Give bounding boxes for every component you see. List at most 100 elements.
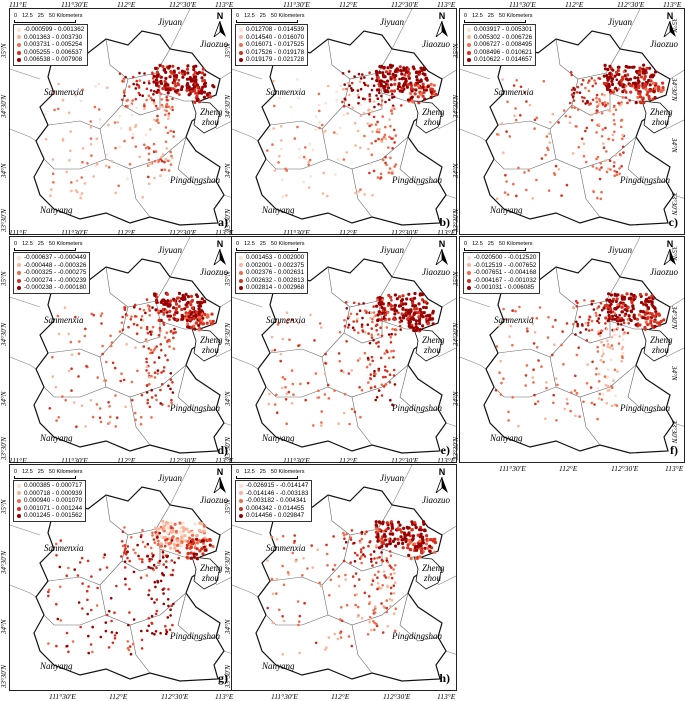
sample-point — [157, 159, 160, 163]
sample-point — [622, 321, 626, 325]
sample-point — [388, 167, 392, 170]
sample-point — [115, 584, 118, 588]
sample-point — [389, 295, 393, 299]
sample-point — [198, 529, 202, 533]
sample-point — [175, 296, 179, 300]
sample-point — [51, 172, 55, 175]
sample-point — [570, 88, 574, 92]
legend: 0.001453 - 0.002000 0.002001 - 0.002375 0.… — [235, 252, 309, 294]
sample-point — [630, 65, 635, 69]
sample-point — [186, 71, 190, 75]
sample-point — [363, 591, 367, 595]
sample-point — [79, 99, 83, 103]
sample-point — [284, 167, 287, 171]
sample-point — [400, 89, 404, 94]
sample-point — [601, 142, 605, 145]
sample-point — [414, 526, 418, 530]
county-boundary — [177, 592, 217, 642]
left-axis-label: 34°30'N — [0, 95, 8, 118]
sample-point — [123, 306, 126, 309]
sample-point — [406, 83, 410, 87]
sample-point — [104, 164, 108, 168]
sample-point — [145, 325, 149, 329]
sample-point — [414, 71, 419, 75]
sample-point — [653, 70, 658, 74]
sample-point — [594, 82, 597, 85]
sample-point — [90, 154, 93, 157]
sample-point — [143, 143, 146, 147]
sample-point — [56, 617, 60, 621]
sample-point — [495, 345, 499, 348]
sample-point — [653, 324, 657, 328]
sample-point — [613, 174, 616, 177]
sample-point — [155, 598, 159, 601]
sample-point — [382, 570, 386, 573]
sample-point — [162, 524, 166, 528]
sample-point — [422, 68, 427, 72]
sample-point — [519, 85, 523, 89]
sample-point — [408, 325, 412, 329]
sample-point — [279, 352, 283, 356]
sample-point — [113, 634, 117, 637]
sample-point — [366, 356, 370, 360]
sample-point — [412, 312, 416, 317]
sample-point — [156, 542, 160, 547]
sample-point — [572, 305, 575, 309]
bottom-axis-label: 112°30'E — [383, 692, 411, 701]
sample-point — [649, 321, 653, 325]
sample-point — [578, 415, 581, 418]
legend-label: -0.012519 - -0.007652 — [474, 261, 537, 269]
sample-point — [55, 419, 58, 422]
sample-point — [319, 584, 323, 588]
sample-point — [173, 546, 177, 550]
sample-point — [192, 73, 196, 77]
north-arrow: N — [662, 239, 678, 267]
left-axis-label: 34°30'N — [0, 323, 8, 346]
sample-point — [198, 100, 202, 104]
sample-point — [119, 127, 123, 130]
top-axis-label: 111°30'E — [61, 0, 88, 9]
sample-point — [201, 539, 205, 543]
sample-point — [545, 135, 549, 138]
scale-bar-tick: 50 Kilometers — [48, 469, 83, 475]
sample-point — [172, 313, 176, 317]
sample-point — [114, 425, 117, 428]
left-axis-label: 35°N — [0, 43, 8, 58]
sample-point — [201, 322, 205, 326]
sample-point — [157, 121, 160, 125]
sample-point — [424, 306, 428, 310]
sample-point — [51, 355, 54, 359]
sample-point — [162, 311, 165, 314]
sample-point — [101, 352, 104, 356]
sample-point — [591, 165, 595, 168]
sample-point — [122, 77, 125, 81]
sample-point — [576, 301, 579, 305]
sample-point — [161, 519, 165, 523]
right-axis-label: 34°N — [670, 138, 678, 153]
sample-point — [390, 171, 393, 175]
sample-point — [185, 555, 189, 559]
sample-point — [175, 539, 180, 543]
sample-point — [401, 306, 405, 311]
north-arrow: N — [434, 239, 450, 267]
sample-point — [148, 375, 151, 379]
sample-point — [378, 70, 382, 74]
sample-point — [396, 537, 400, 541]
sample-point — [205, 92, 209, 97]
sample-point — [147, 372, 151, 375]
legend-swatch — [17, 278, 21, 283]
sample-point — [165, 82, 168, 85]
sample-point — [410, 95, 414, 99]
sample-point — [360, 555, 363, 558]
sample-point — [323, 372, 327, 376]
sample-point — [201, 79, 205, 83]
sample-point — [626, 331, 630, 335]
sample-point — [57, 82, 60, 86]
sample-point — [152, 93, 155, 96]
sample-point — [402, 531, 406, 535]
sample-point — [629, 309, 633, 313]
sample-point — [381, 158, 385, 162]
sample-point — [606, 67, 610, 72]
sample-point — [573, 106, 576, 110]
sample-point — [609, 168, 612, 171]
